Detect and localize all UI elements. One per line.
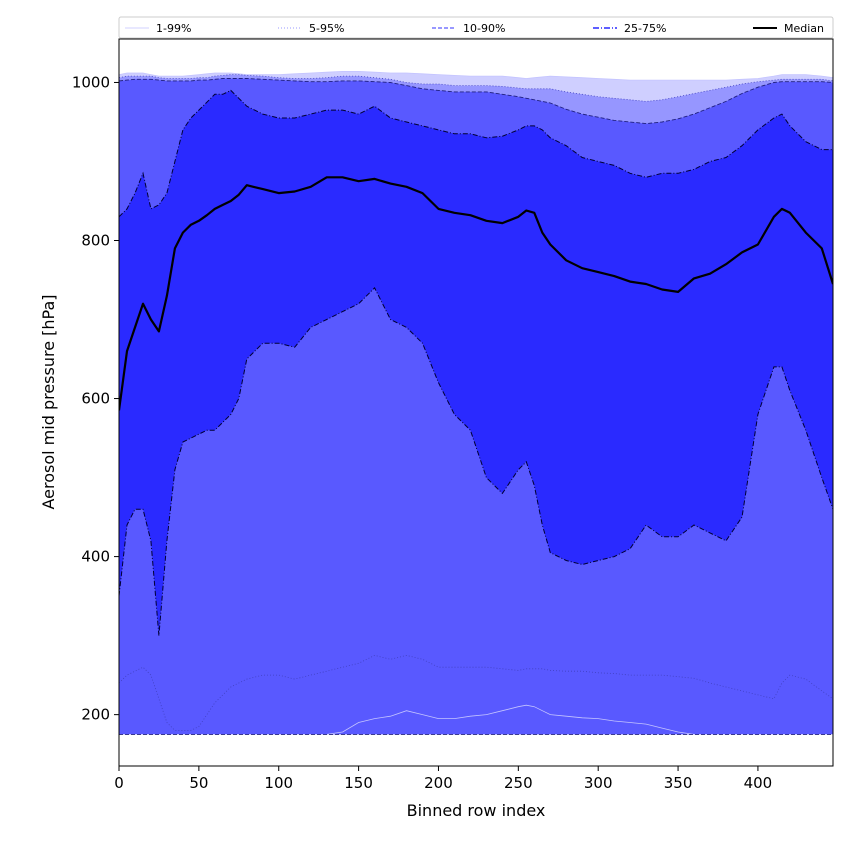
y-tick-label: 800: [81, 232, 110, 250]
band-1-99-upper-line: [119, 71, 833, 81]
legend-label: 1-99%: [156, 22, 191, 35]
percentile-lines: [119, 71, 833, 735]
band-25-75-upper-line: [119, 89, 833, 218]
legend-label: 25-75%: [624, 22, 666, 35]
x-tick-label: 300: [584, 774, 613, 792]
legend-box: [118, 16, 834, 39]
y-axis-label: Aerosol mid pressure [hPa]: [39, 294, 58, 509]
y-tick-label: 200: [81, 706, 110, 724]
x-tick-label: 150: [344, 774, 373, 792]
median-line: [119, 176, 833, 411]
band-10-90-upper-line: [119, 78, 833, 125]
x-tick-label: 100: [264, 774, 293, 792]
legend-label: 5-95%: [309, 22, 344, 35]
y-tick-label: 600: [81, 390, 110, 408]
x-tick-label: 400: [744, 774, 773, 792]
y-axis: 200 400 600 800 1000: [72, 73, 119, 724]
x-tick-label: 50: [189, 774, 208, 792]
x-tick-label: 0: [114, 774, 124, 792]
percentile-bands: [119, 71, 833, 735]
x-tick-label: 200: [424, 774, 453, 792]
legend: 1-99% 5-95% 10-90% 25-75% Median: [118, 16, 834, 39]
y-tick-label: 1000: [72, 73, 110, 91]
x-axis-label: Binned row index: [407, 801, 546, 820]
legend-label: Median: [784, 22, 824, 35]
band-25-75-lower-line: [119, 287, 833, 636]
x-tick-label: 350: [664, 774, 693, 792]
x-tick-label: 250: [504, 774, 533, 792]
y-tick-label: 400: [81, 548, 110, 566]
plot-frame: [118, 38, 834, 767]
x-axis: 0 50 100 150 200 250 300 350 400: [114, 766, 772, 792]
band-5-95-lower-line: [119, 654, 833, 731]
band-25-75-area: [119, 90, 833, 636]
legend-label: 10-90%: [463, 22, 505, 35]
